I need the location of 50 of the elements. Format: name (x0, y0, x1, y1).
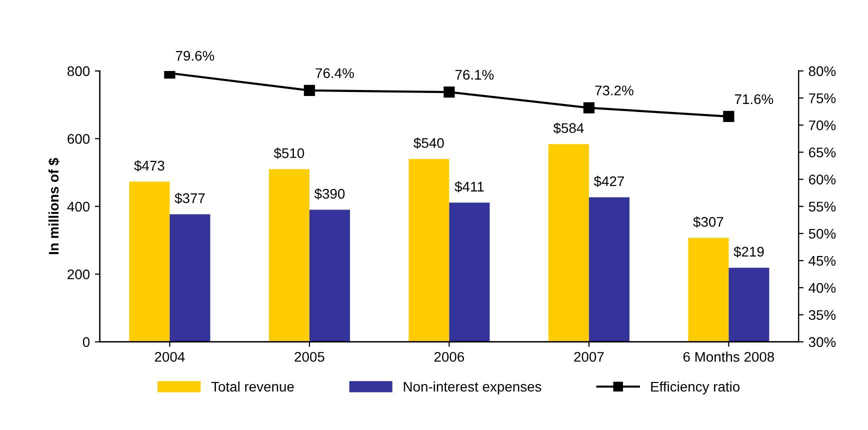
data-label: $411 (454, 181, 484, 192)
data-label: 76.1% (455, 70, 494, 80)
legend-label: Efficiency ratio (651, 381, 740, 394)
data-label: 76.4% (316, 68, 354, 78)
bar (129, 182, 170, 342)
data-label: $427 (594, 176, 624, 188)
y2-tick-label: 65% (808, 148, 836, 158)
bar (268, 169, 310, 342)
data-label: $377 (174, 192, 205, 204)
bar (588, 197, 630, 342)
y-tick-label: 800 (68, 66, 90, 76)
x-tick-label: 2005 (294, 352, 324, 362)
data-label: 79.6% (176, 50, 214, 61)
y-axis-title: In millions of $ (48, 158, 60, 254)
data-label: $510 (274, 148, 304, 159)
y2-tick-label: 75% (808, 93, 836, 104)
x-tick-label: 6 Months 2008 (683, 352, 774, 362)
data-label: $219 (734, 246, 764, 258)
y2-tick-label: 70% (808, 120, 836, 130)
bar (728, 268, 770, 342)
y2-tick-label: 60% (808, 174, 836, 184)
y-tick-label: 200 (68, 269, 90, 280)
y2-tick-label: 80% (808, 66, 836, 76)
data-label: $473 (134, 160, 164, 172)
x-tick-label: 2004 (154, 352, 185, 362)
data-label: $584 (553, 122, 584, 134)
y2-tick-label: 50% (808, 228, 836, 239)
y2-tick-label: 45% (808, 256, 836, 266)
y2-tick-label: 40% (808, 283, 836, 293)
bar (688, 238, 729, 342)
bar (170, 214, 210, 342)
y2-tick-label: 55% (808, 202, 836, 212)
legend-label: Total revenue (211, 381, 294, 392)
y-tick-label: 400 (67, 202, 90, 212)
data-label: 71.6% (734, 94, 774, 104)
bar (408, 158, 450, 342)
y2-tick-label: 30% (808, 337, 836, 348)
bar (548, 144, 589, 342)
y-tick-label: 0 (82, 337, 90, 348)
y2-tick-label: 35% (808, 310, 836, 320)
data-label: 73.2% (595, 86, 634, 96)
bar (449, 202, 490, 342)
bar (309, 210, 350, 342)
y-tick-label: 600 (68, 134, 90, 144)
data-label: $540 (414, 137, 444, 149)
x-tick-label: 2006 (434, 352, 464, 362)
data-label: $307 (693, 216, 724, 228)
data-label: $390 (314, 188, 345, 200)
x-tick-label: 2007 (574, 352, 604, 362)
legend-label: Non-interest expenses (404, 381, 542, 394)
